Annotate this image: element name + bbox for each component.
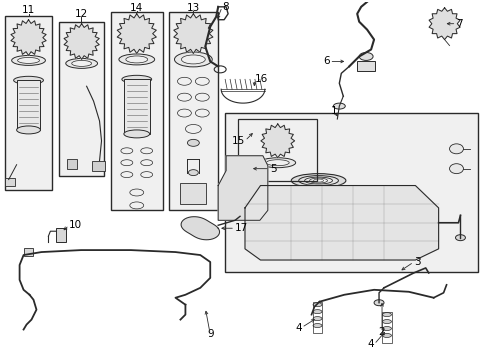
Text: 7: 7 [456,19,462,29]
Ellipse shape [239,190,246,194]
Ellipse shape [454,235,465,240]
Bar [224,113,477,272]
Bar [123,79,149,134]
Ellipse shape [239,199,246,203]
Ellipse shape [239,208,246,212]
Text: 4: 4 [366,339,373,350]
Bar [180,183,206,204]
Bar [59,22,104,176]
Ellipse shape [332,117,346,125]
Text: 4: 4 [294,323,301,333]
Ellipse shape [239,181,246,185]
Ellipse shape [333,103,345,109]
Ellipse shape [436,16,451,32]
Bar [67,159,77,168]
Text: 2: 2 [378,328,385,337]
Polygon shape [11,20,46,55]
Polygon shape [218,156,267,220]
Ellipse shape [122,75,151,83]
Ellipse shape [313,179,323,182]
Polygon shape [173,14,212,54]
Polygon shape [261,124,294,158]
Text: 11: 11 [22,5,35,15]
Ellipse shape [72,32,91,51]
Text: 14: 14 [130,3,143,13]
Text: 8: 8 [222,2,228,12]
Ellipse shape [12,55,45,66]
Text: 6: 6 [322,57,329,67]
Ellipse shape [304,177,332,184]
Polygon shape [117,14,156,54]
Bar [238,119,317,181]
Ellipse shape [309,178,327,183]
Ellipse shape [298,176,338,185]
Text: 9: 9 [206,329,213,339]
Ellipse shape [14,76,43,84]
Ellipse shape [19,28,39,48]
Text: 17: 17 [235,223,248,233]
Ellipse shape [373,300,383,306]
Text: 16: 16 [254,74,267,84]
Ellipse shape [291,174,345,188]
Ellipse shape [312,324,321,328]
Polygon shape [64,24,99,59]
Ellipse shape [174,52,212,67]
Ellipse shape [123,130,149,138]
Ellipse shape [18,58,40,63]
Polygon shape [244,185,438,260]
Ellipse shape [359,53,372,60]
Bar [111,12,162,210]
Bar [356,62,374,71]
Polygon shape [181,217,219,240]
Ellipse shape [312,303,321,307]
Ellipse shape [125,56,147,63]
Ellipse shape [382,333,391,337]
Bar [168,12,218,210]
Bar [5,177,15,185]
Bar [91,161,105,171]
Bar [56,228,66,242]
Bar [381,312,391,343]
Ellipse shape [182,23,204,45]
Text: 1: 1 [330,106,337,116]
Text: 12: 12 [74,9,88,19]
Ellipse shape [239,164,246,168]
Ellipse shape [17,126,41,134]
Ellipse shape [382,312,391,316]
Ellipse shape [119,54,154,65]
Ellipse shape [187,139,199,146]
Ellipse shape [448,144,463,154]
Ellipse shape [192,223,208,233]
Text: 13: 13 [186,3,200,13]
Ellipse shape [268,132,286,150]
Ellipse shape [239,173,246,177]
Polygon shape [428,8,459,40]
Ellipse shape [259,158,295,168]
Ellipse shape [266,160,288,166]
Ellipse shape [382,327,391,330]
Ellipse shape [312,310,321,314]
Text: 15: 15 [231,136,244,146]
Text: 10: 10 [69,220,82,230]
Ellipse shape [382,320,391,324]
Text: 5: 5 [269,164,276,174]
Ellipse shape [72,60,91,66]
Bar [312,302,322,333]
Bar [23,248,34,256]
Ellipse shape [188,170,198,176]
Bar [17,80,41,130]
Ellipse shape [312,316,321,321]
Ellipse shape [448,164,463,174]
Text: 3: 3 [413,257,420,267]
Ellipse shape [65,58,97,68]
Ellipse shape [181,55,205,64]
Bar [5,16,52,189]
Ellipse shape [125,23,147,45]
